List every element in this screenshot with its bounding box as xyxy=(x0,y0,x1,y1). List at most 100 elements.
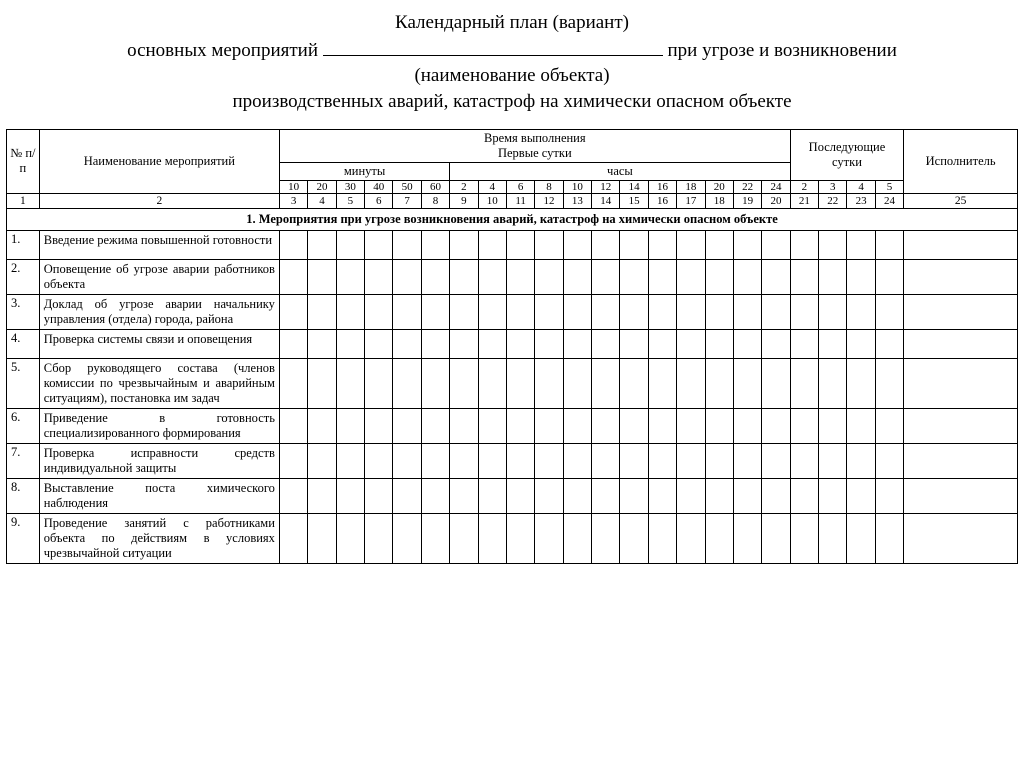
executor-cell xyxy=(904,294,1018,329)
hour-col: 10 xyxy=(563,180,591,193)
schedule-table: № п/п Наименование мероприятий Время вып… xyxy=(6,129,1018,564)
time-cell xyxy=(506,230,534,259)
time-cell xyxy=(705,329,733,358)
time-cell xyxy=(506,329,534,358)
title-line2b: при угрозе и возникновении xyxy=(668,40,897,61)
table-row: 3.Доклад об угрозе аварии начальнику упр… xyxy=(7,294,1018,329)
time-cell xyxy=(365,259,393,294)
row-desc: Приведение в готовность специализированн… xyxy=(39,408,279,443)
col-minutes: минуты xyxy=(279,162,449,180)
index-row: 1 2 3 4 5 6 7 8 9 10 11 12 13 14 15 16 1… xyxy=(7,193,1018,208)
idx: 6 xyxy=(365,193,393,208)
title-line2: основных мероприятий при угрозе и возник… xyxy=(6,36,1018,64)
time-cell xyxy=(677,230,705,259)
time-cell xyxy=(336,329,364,358)
idx: 14 xyxy=(592,193,620,208)
min-col: 60 xyxy=(421,180,449,193)
hour-col: 6 xyxy=(506,180,534,193)
idx: 15 xyxy=(620,193,648,208)
idx: 11 xyxy=(506,193,534,208)
time-cell xyxy=(450,408,478,443)
time-cell xyxy=(450,443,478,478)
time-cell xyxy=(705,513,733,563)
day-col: 2 xyxy=(790,180,818,193)
time-cell xyxy=(308,358,336,408)
time-cell xyxy=(847,513,875,563)
time-cell xyxy=(365,358,393,408)
time-cell xyxy=(705,443,733,478)
time-cell xyxy=(308,443,336,478)
time-cell xyxy=(648,294,676,329)
time-cell xyxy=(279,443,307,478)
executor-cell xyxy=(904,513,1018,563)
time-cell xyxy=(819,513,847,563)
time-sub-label: Первые сутки xyxy=(498,146,572,160)
row-desc: Проверка исправности средств индивидуаль… xyxy=(39,443,279,478)
time-cell xyxy=(535,408,563,443)
time-cell xyxy=(478,329,506,358)
time-cell xyxy=(563,259,591,294)
time-cell xyxy=(790,259,818,294)
idx: 10 xyxy=(478,193,506,208)
time-cell xyxy=(733,478,761,513)
idx: 16 xyxy=(648,193,676,208)
time-cell xyxy=(648,259,676,294)
time-cell xyxy=(875,230,903,259)
day-col: 3 xyxy=(819,180,847,193)
time-cell xyxy=(733,329,761,358)
time-cell xyxy=(421,478,449,513)
time-cell xyxy=(875,358,903,408)
time-cell xyxy=(478,294,506,329)
time-cell xyxy=(308,294,336,329)
time-cell xyxy=(847,259,875,294)
time-cell xyxy=(308,478,336,513)
time-cell xyxy=(790,408,818,443)
idx: 13 xyxy=(563,193,591,208)
time-cell xyxy=(450,294,478,329)
time-cell xyxy=(563,478,591,513)
time-cell xyxy=(677,358,705,408)
time-cell xyxy=(819,230,847,259)
hour-col: 24 xyxy=(762,180,790,193)
time-cell xyxy=(620,513,648,563)
time-cell xyxy=(733,294,761,329)
row-number: 7. xyxy=(7,443,40,478)
time-cell xyxy=(790,329,818,358)
idx: 7 xyxy=(393,193,421,208)
idx: 20 xyxy=(762,193,790,208)
table-body: 1.Введение режима повышенной готовности2… xyxy=(7,230,1018,563)
time-cell xyxy=(535,329,563,358)
time-top-label: Время выполнения xyxy=(484,131,586,145)
time-cell xyxy=(819,408,847,443)
table-row: 6.Приведение в готовность специализирова… xyxy=(7,408,1018,443)
time-cell xyxy=(847,478,875,513)
col-num: № п/п xyxy=(7,129,40,193)
time-cell xyxy=(705,230,733,259)
time-cell xyxy=(677,443,705,478)
time-cell xyxy=(705,294,733,329)
time-cell xyxy=(336,513,364,563)
time-cell xyxy=(592,408,620,443)
time-cell xyxy=(279,329,307,358)
hour-col: 4 xyxy=(478,180,506,193)
time-cell xyxy=(620,443,648,478)
row-number: 3. xyxy=(7,294,40,329)
time-cell xyxy=(535,259,563,294)
time-cell xyxy=(790,513,818,563)
time-cell xyxy=(336,443,364,478)
col-hours: часы xyxy=(450,162,791,180)
time-cell xyxy=(336,408,364,443)
time-cell xyxy=(677,513,705,563)
row-number: 4. xyxy=(7,329,40,358)
time-cell xyxy=(336,230,364,259)
time-cell xyxy=(592,358,620,408)
table-row: 9.Проведение занятий с работниками объек… xyxy=(7,513,1018,563)
idx: 3 xyxy=(279,193,307,208)
time-cell xyxy=(592,259,620,294)
time-cell xyxy=(506,408,534,443)
hour-col: 2 xyxy=(450,180,478,193)
time-cell xyxy=(875,408,903,443)
time-cell xyxy=(336,294,364,329)
min-col: 10 xyxy=(279,180,307,193)
hour-col: 16 xyxy=(648,180,676,193)
